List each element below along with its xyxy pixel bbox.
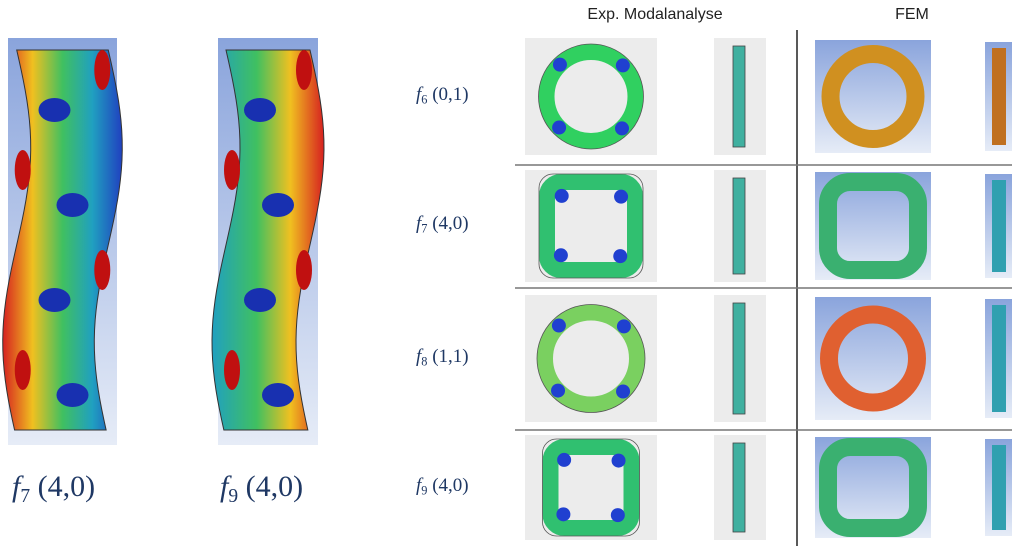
exp-side-shape	[733, 178, 745, 274]
mode-label: f7 (4,0)	[416, 213, 469, 237]
exp-node	[551, 384, 565, 398]
mode-label: f7 (4,0)	[12, 470, 95, 508]
label-mode: (4,0)	[38, 470, 95, 503]
node-spot	[262, 193, 294, 217]
label-index: 9	[228, 486, 238, 507]
label-index: 6	[421, 92, 427, 106]
column-header: FEM	[895, 6, 929, 24]
antinode-spot	[94, 250, 110, 290]
antinode-spot	[224, 150, 240, 190]
mode-label: f9 (4,0)	[220, 470, 303, 508]
node-spot	[244, 98, 276, 122]
exp-node	[617, 319, 631, 333]
node-spot	[57, 383, 89, 407]
label-index: 9	[421, 483, 427, 497]
antinode-spot	[296, 50, 312, 90]
exp-side-shape	[733, 303, 745, 414]
exp-node	[615, 121, 629, 135]
node-spot	[244, 288, 276, 312]
node-spot	[39, 98, 71, 122]
exp-node	[552, 121, 566, 135]
exp-node	[611, 508, 625, 522]
label-mode: (4,0)	[246, 470, 303, 503]
exp-side-shape	[733, 443, 745, 532]
exp-node	[616, 58, 630, 72]
antinode-spot	[296, 250, 312, 290]
exp-side-shape	[733, 46, 745, 147]
figure-graphics	[0, 0, 1012, 546]
exp-node	[556, 507, 570, 521]
label-index: 8	[421, 354, 427, 368]
mode-label: f8 (1,1)	[416, 346, 469, 370]
label-index: 7	[20, 486, 30, 507]
mode-label: f6 (0,1)	[416, 84, 469, 108]
fem-side-shape	[992, 445, 1006, 530]
exp-node	[557, 453, 571, 467]
exp-node	[612, 454, 626, 468]
exp-node	[553, 58, 567, 72]
node-spot	[262, 383, 294, 407]
label-mode: (4,0)	[432, 475, 468, 496]
label-mode: (1,1)	[432, 346, 468, 367]
fem-side-shape	[992, 180, 1006, 272]
exp-node	[614, 190, 628, 204]
fem-side-shape	[992, 48, 1006, 145]
label-mode: (0,1)	[432, 84, 468, 105]
exp-node	[555, 189, 569, 203]
fem-side-shape	[992, 305, 1006, 412]
exp-node	[554, 248, 568, 262]
label-mode: (4,0)	[432, 213, 468, 234]
exp-node	[552, 319, 566, 333]
figure: Exp. Modalanalyse FEM f7 (4,0) f9 (4,0) f6…	[0, 0, 1012, 546]
column-header: Exp. Modalanalyse	[587, 6, 722, 24]
antinode-spot	[94, 50, 110, 90]
exp-node	[613, 249, 627, 263]
antinode-spot	[15, 150, 31, 190]
mode-label: f9 (4,0)	[416, 475, 469, 499]
decoration	[3, 38, 1012, 540]
node-spot	[39, 288, 71, 312]
exp-node	[616, 384, 630, 398]
antinode-spot	[15, 350, 31, 390]
node-spot	[57, 193, 89, 217]
antinode-spot	[224, 350, 240, 390]
label-index: 7	[421, 222, 427, 236]
